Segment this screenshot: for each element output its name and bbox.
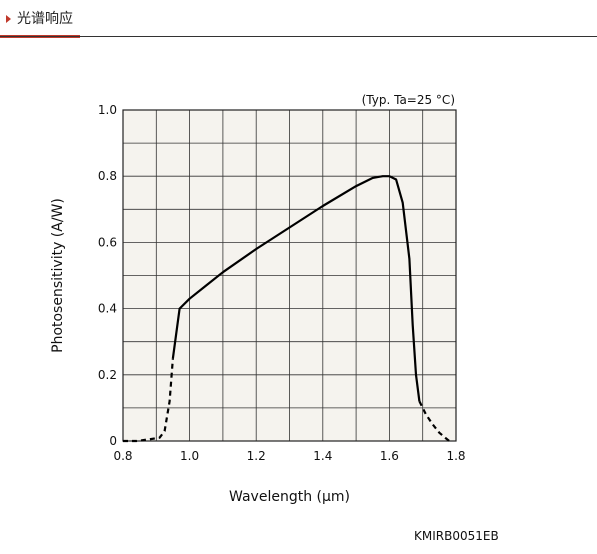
section-marker-icon <box>6 15 11 23</box>
grid-lines <box>123 110 456 441</box>
header-divider <box>0 36 597 37</box>
x-tick-label: 1.8 <box>446 449 465 463</box>
y-tick-label: 0.6 <box>98 235 117 249</box>
y-tick-label: 0.8 <box>98 169 117 183</box>
y-axis-label: Photosensitivity (A/W) <box>50 198 66 353</box>
section-title: 光谱响应 <box>17 11 73 27</box>
series-line-dashed <box>123 358 174 443</box>
x-tick-label: 1.0 <box>180 449 199 463</box>
plot-border <box>122 109 457 442</box>
section-header: 光谱响应 <box>0 0 597 38</box>
series-line-solid <box>171 175 421 402</box>
y-tick-label: 0 <box>109 434 117 448</box>
y-tick-label: 1.0 <box>98 103 117 117</box>
x-tick-label: 0.8 <box>113 449 132 463</box>
figure-code: KMIRB0051EB <box>414 529 499 543</box>
chart-annotation: (Typ. Ta=25 °C) <box>362 93 455 107</box>
x-axis-label: Wavelength (μm) <box>229 489 350 505</box>
y-axis-ticks: 0 0.2 0.4 0.6 0.8 1.0 <box>98 103 117 448</box>
y-tick-label: 0.2 <box>98 368 117 382</box>
series-curves <box>123 175 450 443</box>
x-tick-label: 1.4 <box>313 449 332 463</box>
x-axis-ticks: 0.8 1.0 1.2 1.4 1.6 1.8 <box>113 449 465 463</box>
x-tick-label: 1.6 <box>380 449 399 463</box>
series-line-dashed <box>418 400 450 442</box>
x-tick-label: 1.2 <box>247 449 266 463</box>
y-tick-label: 0.4 <box>98 302 117 316</box>
